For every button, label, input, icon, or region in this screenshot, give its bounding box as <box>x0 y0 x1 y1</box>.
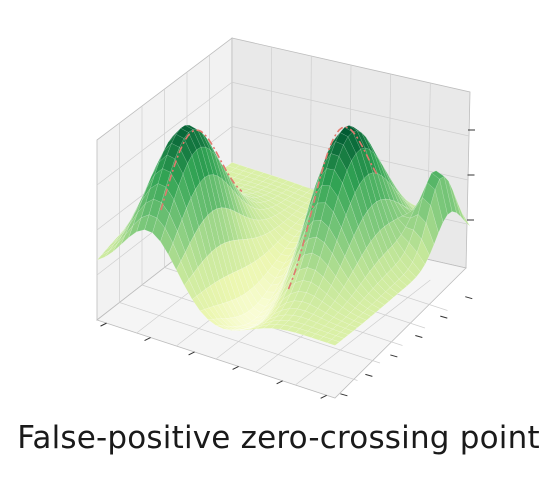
surface-mesh <box>96 124 471 346</box>
grid-line <box>231 81 470 137</box>
zero-crossing-line-left <box>160 129 243 211</box>
figure-caption: False-positive zero-crossing point <box>17 420 540 456</box>
y-tick <box>415 335 423 339</box>
x-tick <box>188 351 195 356</box>
x-tick <box>144 337 151 341</box>
x-tick <box>320 394 327 399</box>
surface-patch <box>353 316 367 325</box>
grid-line <box>96 81 233 186</box>
y-tick <box>340 393 348 397</box>
y-tick <box>465 296 473 300</box>
zero-crossing-line <box>160 126 379 290</box>
surface-patch <box>326 339 340 346</box>
y-tick <box>365 373 373 377</box>
zero-crossing-line-right <box>287 126 379 290</box>
y-tick <box>440 315 448 319</box>
y-tick <box>390 354 398 358</box>
x-tick <box>276 380 283 385</box>
surface-plot <box>96 37 475 399</box>
surface-patch <box>430 188 444 234</box>
axis-ticks <box>100 129 475 399</box>
x-tick <box>100 322 107 327</box>
surface-patch <box>412 251 426 273</box>
x-tick <box>232 365 239 370</box>
